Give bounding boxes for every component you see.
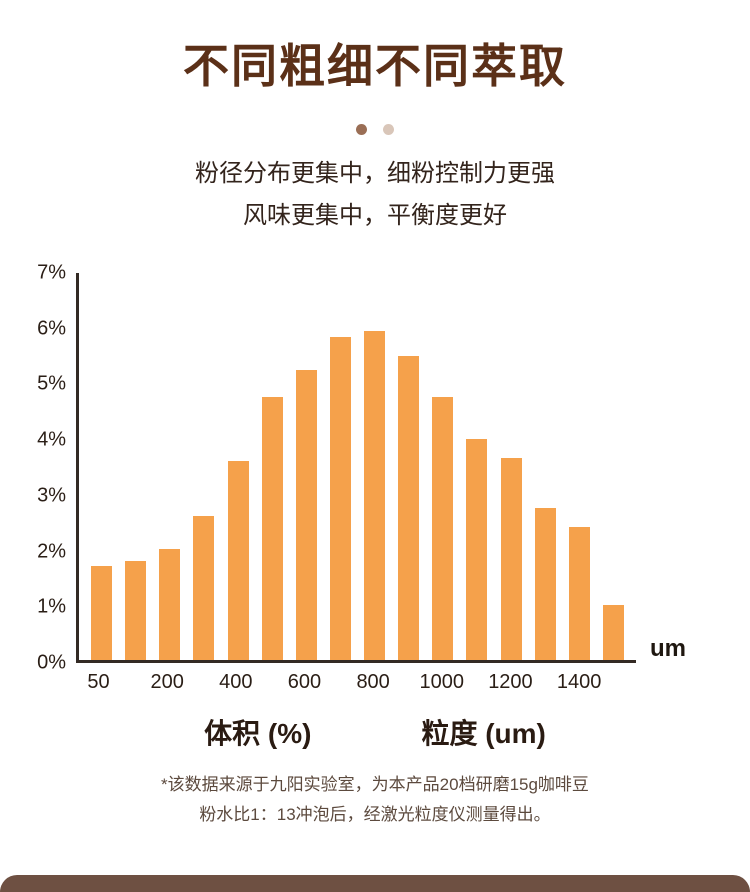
y-tick-label: 0% <box>37 651 66 674</box>
bar <box>500 458 522 660</box>
x-tick-label <box>328 671 349 694</box>
bar <box>329 336 351 660</box>
plot-column: 50 200 400 600 800 1000 1200 1400 <box>76 273 636 694</box>
bar-chart: 7% 6% 5% 4% 3% 2% 1% 0% 50 200 400 600 800 1000 1200 1… <box>0 262 750 694</box>
subtitle-line-1: 粉径分布更集中，细粉控制力更强 <box>195 160 555 187</box>
y-tick-label: 6% <box>37 317 66 340</box>
x-tick-label <box>534 671 555 694</box>
footnote-line-2: 粉水比1：13冲泡后，经激光粒度仪测量得出。 <box>199 805 551 824</box>
plot-area <box>76 273 636 663</box>
y-tick-label: 1% <box>37 595 66 618</box>
decor-dot-1 <box>356 124 367 135</box>
footnote-line-1: *该数据来源于九阳实验室，为本产品20档研磨15g咖啡豆 <box>161 775 589 794</box>
bar <box>227 460 249 660</box>
x-tick-label: 400 <box>219 671 253 693</box>
y-tick-label: 4% <box>37 428 66 451</box>
x-tick-label: 600 <box>287 671 322 693</box>
x-axis-labels: 50 200 400 600 800 1000 1200 1400 <box>76 671 636 694</box>
x-tick-label <box>122 671 143 694</box>
x-tick-label <box>191 671 212 694</box>
y-tick-label: 3% <box>37 484 66 507</box>
x-tick-label <box>466 671 487 694</box>
bar <box>534 507 556 660</box>
y-tick-label: 5% <box>37 372 66 395</box>
legend-volume-label: 体积 (%) <box>204 718 312 749</box>
x-tick-label: 50 <box>87 671 110 693</box>
bar <box>602 604 624 660</box>
x-tick-label: 1200 <box>488 671 533 693</box>
x-tick-label: 800 <box>356 671 390 693</box>
y-tick-label: 7% <box>37 261 66 284</box>
decor-dots <box>0 124 750 135</box>
bar <box>398 355 420 660</box>
legend-size-label: 粒度 (um) <box>421 718 546 749</box>
y-tick-label: 2% <box>37 540 66 563</box>
bar <box>568 527 590 660</box>
bar <box>295 369 317 660</box>
y-axis: 7% 6% 5% 4% 3% 2% 1% 0% <box>18 262 76 674</box>
bar <box>432 397 454 660</box>
bar <box>261 397 283 660</box>
x-tick-label: 1400 <box>556 671 602 693</box>
bar <box>466 438 488 660</box>
x-tick-label: 1000 <box>419 671 465 693</box>
bar <box>125 560 147 660</box>
bar <box>364 331 385 660</box>
x-tick-label <box>603 671 624 694</box>
x-tick-label <box>260 671 281 694</box>
chart-legend: 体积 (%) 粒度 (um) <box>0 712 750 752</box>
footer-band <box>0 875 750 892</box>
um-unit-label: um <box>650 635 686 662</box>
x-tick-label <box>397 671 418 694</box>
decor-dot-2 <box>383 124 394 135</box>
bar <box>159 549 181 660</box>
subtitle-line-2: 风味更集中，平衡度更好 <box>243 202 507 229</box>
bar <box>91 566 112 660</box>
x-tick-label: 200 <box>150 671 184 693</box>
bar <box>193 516 215 660</box>
page-title: 不同粗细不同萃取 <box>183 40 567 92</box>
